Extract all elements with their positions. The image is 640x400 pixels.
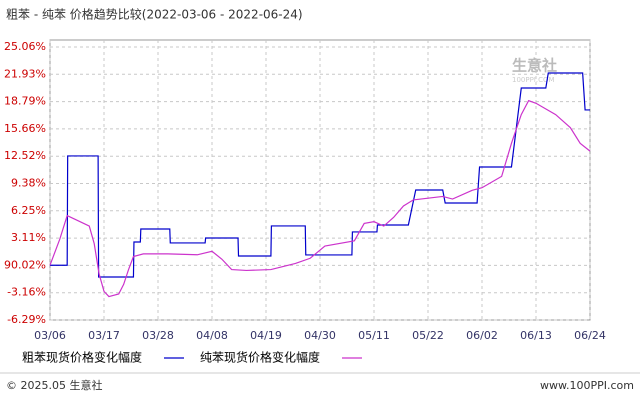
x-tick-label: 06/13 [520,329,552,342]
y-tick-label: 15.66% [4,122,46,135]
x-tick-label: 06/24 [574,329,606,342]
series-line [49,99,591,298]
y-tick-label: 21.93% [4,67,46,80]
y-tick-label: 6.25% [11,204,46,217]
legend-label: 粗苯现货价格变化幅度 [22,350,142,365]
x-tick-label: 03/17 [88,329,120,342]
y-tick-label: 90.02% [4,258,46,271]
x-tick-label: 04/19 [250,329,282,342]
x-tick-label: 03/06 [34,329,66,342]
x-tick-label: 04/30 [304,329,336,342]
y-tick-label: 18.79% [4,95,46,108]
y-tick-label: -6.29% [7,313,46,326]
watermark: 生意社 [512,57,557,75]
y-tick-label: 3.11% [11,231,46,244]
y-tick-label: -3.16% [7,286,46,299]
x-tick-label: 05/11 [358,329,390,342]
x-tick-label: 06/02 [466,329,498,342]
chart-title: 粗苯 - 纯苯 价格趋势比较(2022-03-06 - 2022-06-24) [6,7,303,22]
footer-right: www.100PPI.com [540,379,634,392]
x-tick-label: 05/22 [412,329,444,342]
x-tick-label: 03/28 [142,329,174,342]
y-tick-label: 9.38% [11,177,46,190]
y-tick-label: 12.52% [4,149,46,162]
legend-label: 纯苯现货价格变化幅度 [200,350,320,365]
watermark-sub: 100PPI.COM [512,76,555,84]
y-tick-label: 25.06% [4,40,46,53]
footer-left: © 2025.05 生意社 [6,378,102,392]
series-line [50,72,590,278]
x-tick-label: 04/08 [196,329,228,342]
